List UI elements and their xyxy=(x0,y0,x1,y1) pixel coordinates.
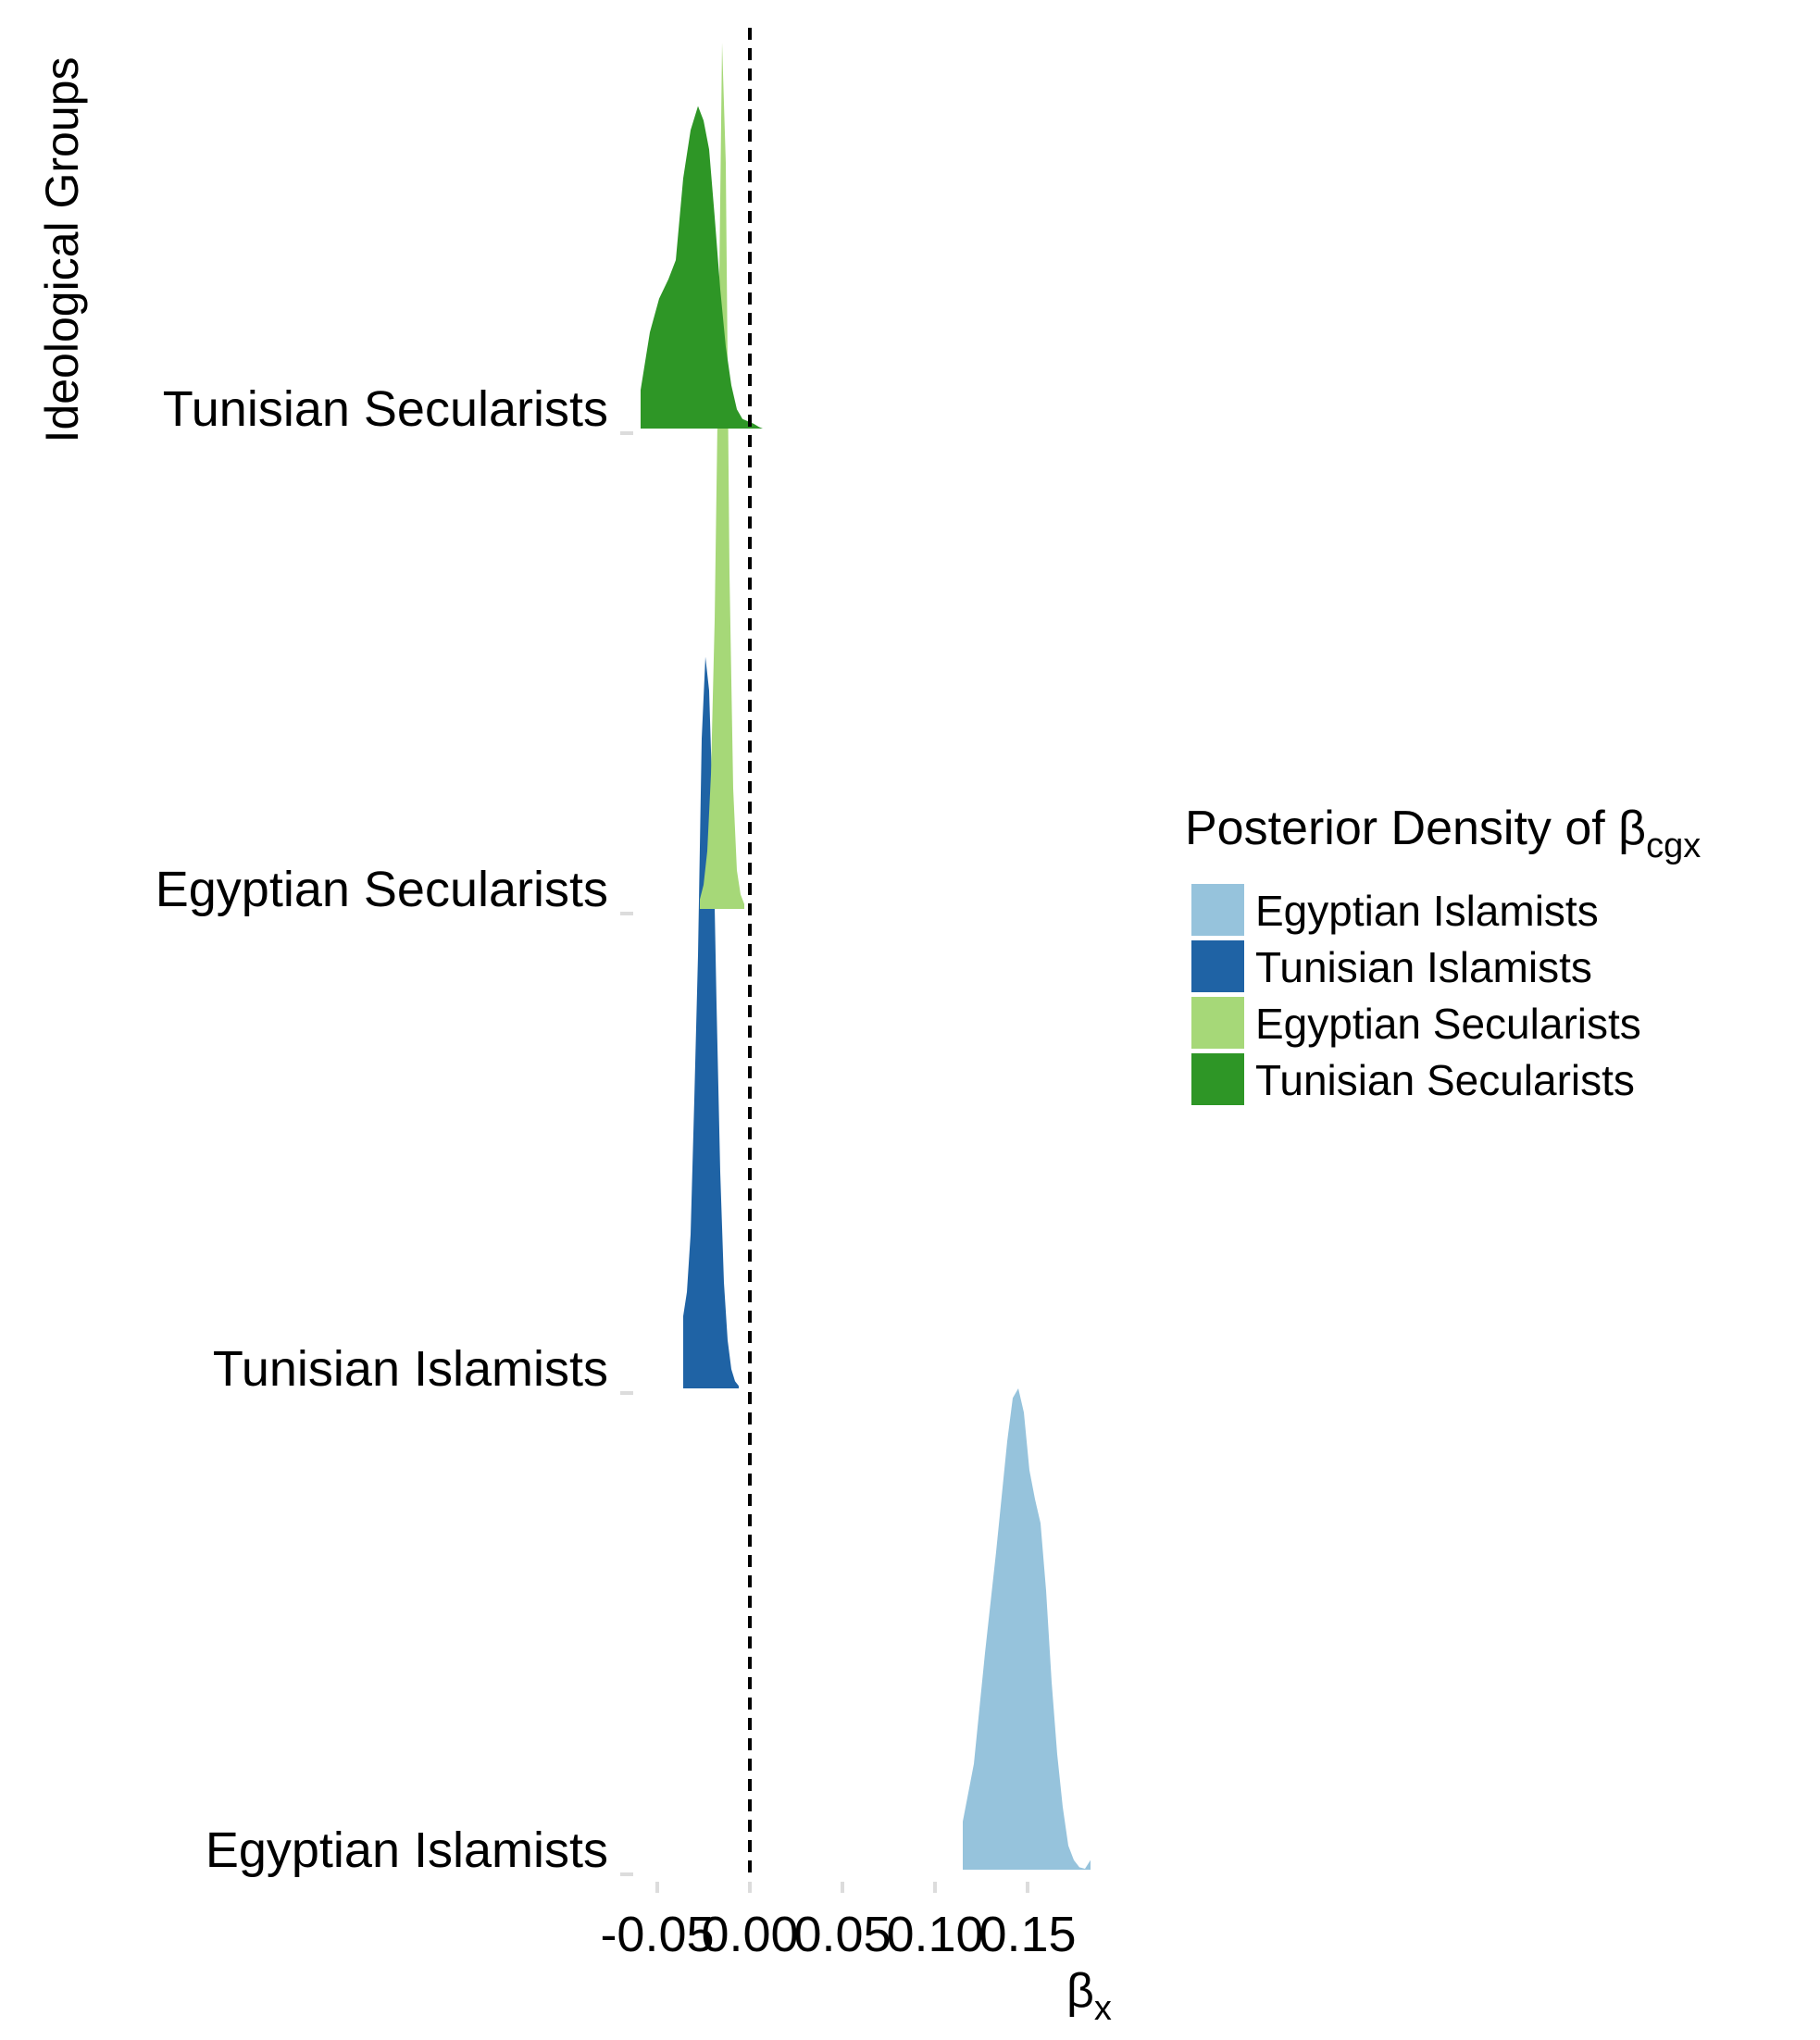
x-axis-title-main: β xyxy=(1066,1964,1094,2018)
y-tick-label-tunisian-secularists: Tunisian Secularists xyxy=(163,381,608,437)
x-tick-label: 0.05 xyxy=(793,1907,891,1962)
y-tick-label-egyptian-islamists: Egyptian Islamists xyxy=(206,1822,608,1878)
legend-title-sub: cgx xyxy=(1646,827,1701,865)
x-axis-title-sub: x xyxy=(1094,1989,1112,2028)
density-ridge-tunisian-islamists xyxy=(683,656,739,1388)
legend-swatch-tunisian-islamists xyxy=(1191,940,1244,992)
density-ridge-tunisian-secularists xyxy=(641,106,763,429)
legend-swatch-egyptian-islamists xyxy=(1191,884,1244,936)
legend-label-egyptian-secularists: Egyptian Secularists xyxy=(1255,1000,1641,1048)
x-axis-title: βx xyxy=(1066,1964,1112,2028)
x-tick-label: 0.15 xyxy=(979,1907,1076,1962)
legend-swatch-tunisian-secularists xyxy=(1191,1053,1244,1105)
x-tick-label: 0.10 xyxy=(886,1907,983,1962)
x-tick-label: 0.00 xyxy=(701,1907,798,1962)
legend-title: Posterior Density of βcgx xyxy=(1185,802,1701,865)
legend-label-egyptian-islamists: Egyptian Islamists xyxy=(1255,887,1599,935)
density-ridge-egyptian-secularists xyxy=(700,43,744,909)
legend-label-tunisian-secularists: Tunisian Secularists xyxy=(1255,1056,1635,1104)
density-ridge-egyptian-islamists xyxy=(963,1388,1091,1870)
y-axis-title: Ideological Groups xyxy=(36,57,88,443)
legend-swatch-egyptian-secularists xyxy=(1191,997,1244,1049)
legend-title-main: Posterior Density of β xyxy=(1185,802,1646,855)
legend-label-tunisian-islamists: Tunisian Islamists xyxy=(1255,943,1592,991)
y-tick-label-tunisian-islamists: Tunisian Islamists xyxy=(213,1341,608,1397)
y-tick-label-egyptian-secularists: Egyptian Secularists xyxy=(156,862,608,917)
x-tick-label: -0.05 xyxy=(600,1907,714,1962)
legend: Posterior Density of βcgx Egyptian Islam… xyxy=(1185,802,1701,1105)
plot-area: Egyptian Islamists Tunisian Islamists Egyp… xyxy=(156,28,1091,1962)
legend-entries: Egyptian Islamists Tunisian Islamists Egyp… xyxy=(1191,884,1641,1105)
